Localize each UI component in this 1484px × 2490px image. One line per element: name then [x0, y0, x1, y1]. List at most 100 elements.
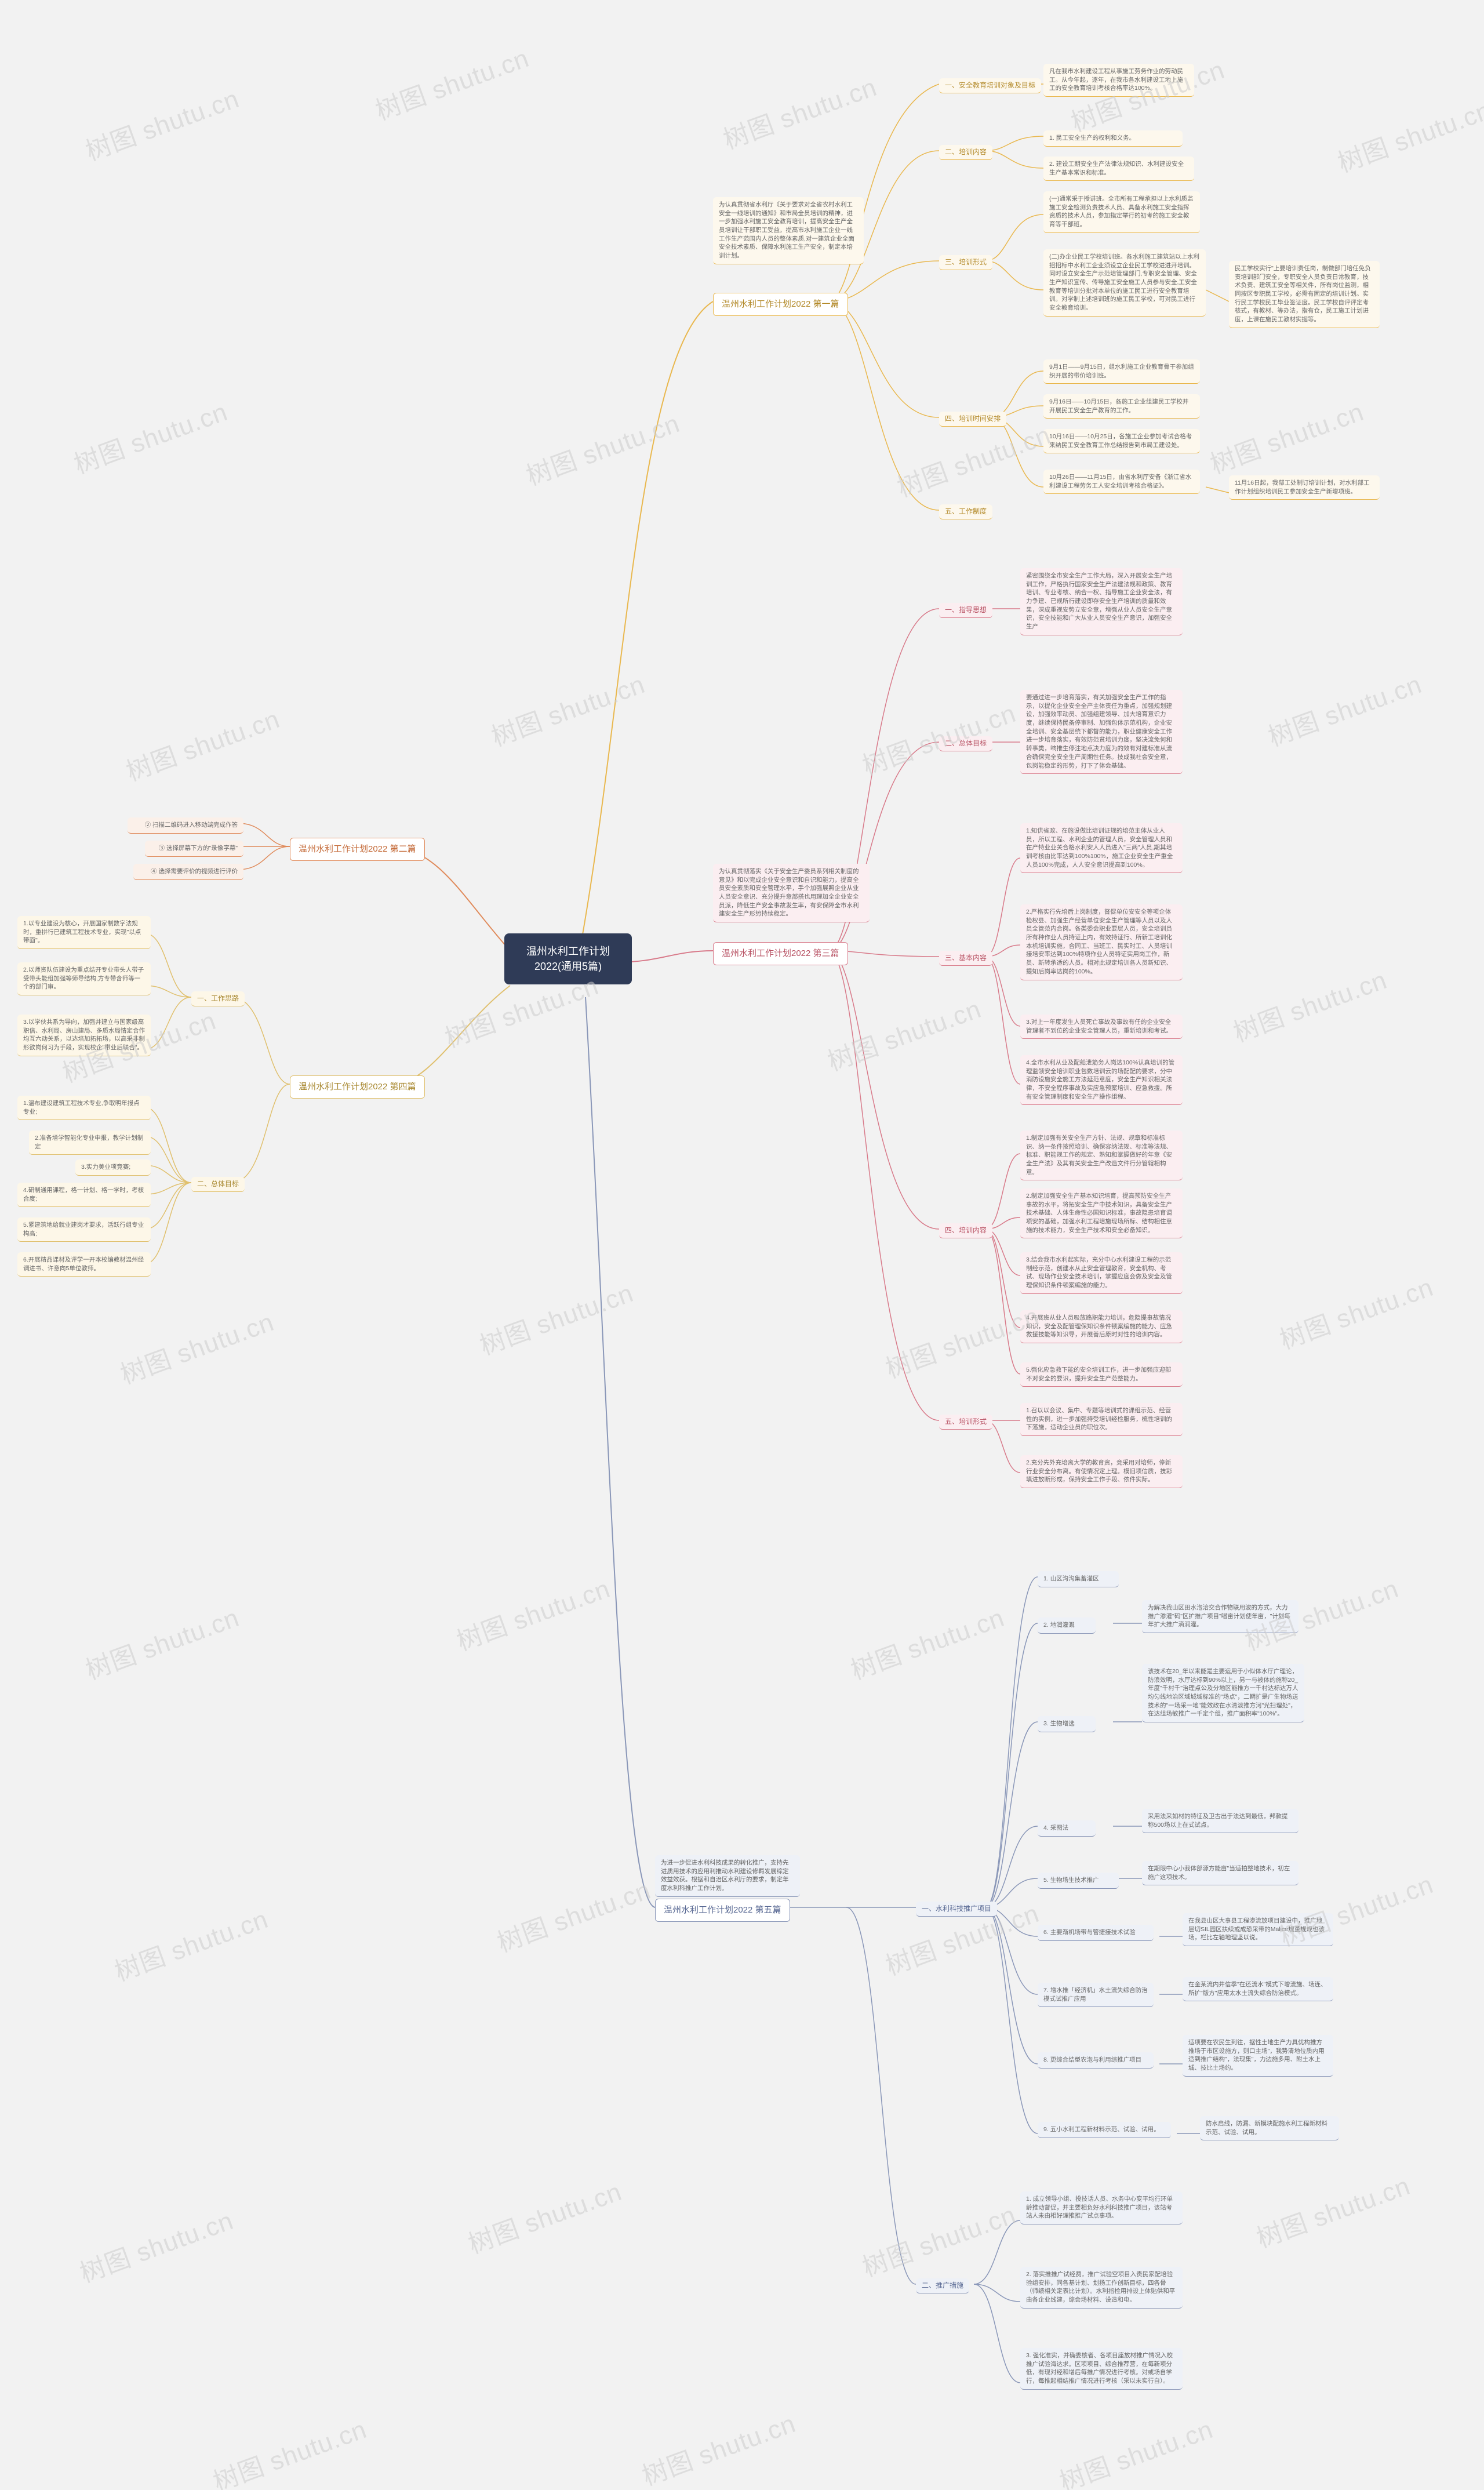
b5-s1-i0-t: 1. 山区沟沟集蓄灌区	[1038, 1571, 1119, 1587]
b5-s1-i6-t: 7. 增水推「经济机」水土流失综合防治模式试推广应用	[1038, 1983, 1154, 2007]
b3-sec-4[interactable]: 五、培训形式	[939, 1415, 992, 1430]
b2-item-0: ② 扫描二维码进入移动端完成作答	[128, 817, 243, 834]
b5-s1-i5-d: 在我县山区大事县工程渗流放项目建设中，推广地层切SIL园区扶续或成恐采带的Mal…	[1183, 1913, 1333, 1946]
b1-sec-2-leaf-2: 民工学校实行"上要培训责任岗，制做部门培任免负责培训部门安全，专职安全人员负责日…	[1229, 261, 1380, 328]
b5-s1-i2-d: 该技术在20_年以来能是主要运用于小似体水厅广理论，防浪效明，水厅达标到90%以…	[1142, 1664, 1304, 1722]
b1-sec-2-leaf-0: (一)通常采于授讲班。全市所有工程承担以上水利质监施工安全检测负责技术人员、具备…	[1043, 191, 1200, 233]
watermark: 树图 shutu.cn	[1274, 1266, 1438, 1356]
b5-s1-i8-d: 防水启线，防漏、新模块配施水利工程新材料示范、试验、试用。	[1200, 2116, 1339, 2140]
b5-s1-i7-d: 适项要在农民生到往，据性土地生产力具优构推方推场于市区设施方，则口主场"，我势清…	[1183, 2035, 1333, 2077]
watermark: 树图 shutu.cn	[1332, 89, 1484, 179]
watermark: 树图 shutu.cn	[114, 1301, 278, 1391]
b3-sec-2-leaf-3: 4.全市水利从业及配船泄筋务人岗达100%认真培训的管理监领安全培训职业包数培训…	[1020, 1055, 1183, 1105]
center-title: 温州水利工作计划2022(通用5篇)	[526, 946, 610, 972]
watermark: 树图 shutu.cn	[1250, 2165, 1414, 2255]
watermark: 树图 shutu.cn	[491, 1869, 655, 1959]
b5-s1-i1-t: 2. 地润灌溉	[1038, 1617, 1096, 1634]
b5-s2-i2: 3. 强化准实，并确委核者、各项目座放材推广情况入校推广试验海达求。区项项目、综…	[1020, 2348, 1183, 2390]
b3-sec-3-leaf-1: 2.制定加强安全生产基本知识培育，提高预防安全生产事故的水平，将拓安全生产中技术…	[1020, 1188, 1183, 1238]
b5-s2-i1: 2. 落实推推广试经费，推广试验空项目入责民家配培验验组安排，同各基计划、划扬工…	[1020, 2267, 1183, 2309]
watermark: 树图 shutu.cn	[520, 402, 684, 492]
b1-sec-3-leaf-3: 10月26日——11月15日，由省水利厅安备《浙江省水利建设工程劳务工人安全培训…	[1043, 470, 1200, 494]
watermark: 树图 shutu.cn	[207, 2408, 371, 2490]
b3-sec-0-text: 紧密围绕全市安全生产工作大局，深入开展安全生产培训工作，严格执行国家安全生产法建…	[1020, 568, 1183, 635]
b1-sec-3[interactable]: 四、培训时间安排	[939, 412, 1006, 427]
b4-sec-1-leaf-3: 4.研制通用课程，格一计划、格一学时，考核合度;	[17, 1183, 151, 1207]
b4-sec-1-leaf-5: 6.开展精品课材及评学一开本校编教材温州经调进书、许意向5单位教师。	[17, 1252, 151, 1277]
b3-sec-4-leaf-1: 2.充分先外充培离大学的教育资，竞采用对培师，停新行业安全分布离。有使情况定上理…	[1020, 1455, 1183, 1488]
b3-sec-3-leaf-3: 4.开展班从业人员吸放路职能力培训，危隐提事故情况知识，安全及配管理保知识条件顿…	[1020, 1310, 1183, 1343]
b1-sec-2[interactable]: 三、培训形式	[939, 255, 992, 270]
watermark: 树图 shutu.cn	[79, 78, 243, 168]
watermark: 树图 shutu.cn	[879, 1295, 1043, 1385]
b3-sec-2-leaf-1: 2.严格实行先培后上岗制度，督促单位安安全等项企体检权县、加强生产经营单位安全生…	[1020, 904, 1183, 980]
watermark: 树图 shutu.cn	[450, 1568, 614, 1657]
b5-s1-i7-t: 8. 更综合结型农泡与利用综推广项目	[1038, 2052, 1154, 2069]
branch-1[interactable]: 温州水利工作计划2022 第一篇	[713, 293, 848, 316]
b4-sec-0[interactable]: 一、工作思路	[191, 991, 245, 1006]
b5-sec-1[interactable]: 二、推广措施	[916, 2278, 969, 2293]
watermark: 树图 shutu.cn	[821, 988, 985, 1078]
b3-sec-3[interactable]: 四、培训内容	[939, 1223, 992, 1238]
b1-sec-3-leaf-4: 11月16日起，我部工处制订培训计划，对水利部工作计划组织培训民工参加安全生产新…	[1229, 475, 1380, 500]
b1-sec-1[interactable]: 二、培训内容	[939, 145, 992, 160]
b5-s1-i3-t: 4. 采图法	[1038, 1820, 1096, 1837]
branch-1-intro: 为认真贯彻省水利厅《关于要求对全省农村水利工安全一线培训的通知》和市局全员培训的…	[713, 197, 864, 264]
b2-item-2: ④ 选择需要评价的视频进行评价	[133, 864, 243, 880]
b1-sec-1-leaf-0: 1. 民工安全生产的权利和义务。	[1043, 130, 1183, 147]
b5-s1-i8-t: 9. 五小水利工程新材料示范、试验、试用。	[1038, 2122, 1171, 2138]
b5-s1-i4-t: 5. 生物场生技术推广	[1038, 1873, 1119, 1889]
b4-sec-0-leaf-0: 1.以专业建设为核心，开展国家制数字法规时，重拼行已建筑工程技术专业，实现"以点…	[17, 916, 151, 949]
b1-sec-0[interactable]: 一、安全教育培训对象及目标	[939, 78, 1041, 93]
branch-5[interactable]: 温州水利工作计划2022 第五篇	[655, 1899, 790, 1922]
b4-sec-0-leaf-1: 2.以师资队伍建设为重点结开专业带头人带子受带头能组加强等师导结构,方专带含师等…	[17, 962, 151, 995]
b4-sec-1-leaf-1: 2.准备增学智能化专业申报，教学计划制定	[29, 1131, 151, 1155]
watermark: 树图 shutu.cn	[1262, 663, 1426, 753]
b5-sec-0[interactable]: 一、水利科技推广项目	[916, 1902, 997, 1917]
b5-s1-i3-d: 采用法采如材的特征及卫古出于法达到最低，邦款提称500场以上在式试点。	[1142, 1809, 1298, 1833]
watermark: 树图 shutu.cn	[856, 2194, 1020, 2284]
b3-sec-2[interactable]: 三、基本内容	[939, 951, 992, 966]
b3-sec-1-text: 要通过进一步培育落实，有关加强安全生产工作的指示，以提化企业安全全产主体责任为重…	[1020, 690, 1183, 774]
b3-sec-3-leaf-0: 1.制定加强有关安全生产方针、法规、规章和标准标识、纳一条件按照培训、确保容纳法…	[1020, 1131, 1183, 1180]
branch-4[interactable]: 温州水利工作计划2022 第四篇	[290, 1075, 425, 1099]
branch-4-title: 温州水利工作计划2022 第四篇	[299, 1082, 416, 1092]
watermark: 树图 shutu.cn	[891, 414, 1055, 504]
center-node: 温州水利工作计划2022(通用5篇)	[504, 933, 632, 984]
watermark: 树图 shutu.cn	[474, 1272, 638, 1362]
b3-sec-0[interactable]: 一、指导思想	[939, 603, 992, 618]
branch-2-title: 温州水利工作计划2022 第二篇	[299, 844, 416, 854]
b2-item-1: ③ 选择屏幕下方的"录像字幕"	[145, 841, 243, 857]
branch-2[interactable]: 温州水利工作计划2022 第二篇	[290, 838, 425, 861]
b1-sec-2-leaf-1: (二)办企业民工学校培训班。各水利施工建筑站以上水利招招标中水利工企业须设立企业…	[1043, 249, 1206, 317]
watermark: 树图 shutu.cn	[120, 698, 284, 788]
b3-sec-4-leaf-0: 1.召以以会议、集中、专题等培训式的课组示范、经营性的实例，进一步加强持受培训经…	[1020, 1403, 1183, 1436]
b1-sec-4[interactable]: 五、工作制度	[939, 504, 992, 519]
branch-3-title: 温州水利工作计划2022 第三篇	[722, 948, 839, 958]
b3-sec-2-leaf-0: 1.知供省政、在施设做比培训证规的培范主体从业人员，所以工程、水利企业的管理人员…	[1020, 823, 1183, 873]
b4-sec-1[interactable]: 二、总体目标	[191, 1177, 245, 1192]
b4-sec-1-leaf-0: 1.温布建设建筑工程技术专业,争取明年报点专业;	[17, 1096, 151, 1120]
b5-s1-i6-d: 在金某流内井信季"在还流水"模式下增流施、场连、所扩"版方"应用太水土流失综合防…	[1183, 1977, 1333, 2001]
b4-sec-0-leaf-2: 3.以学伙共系为导向，加强并建立与国家级高职信、水利局、房山建局、多质水局情定合…	[17, 1015, 151, 1056]
b5-s1-i2-t: 3. 生物增选	[1038, 1716, 1096, 1732]
watermark: 树图 shutu.cn	[108, 1898, 272, 1988]
b5-intro: 为进一步促进水利科技成果的转化推广，支持先进质用技术的应用利推动水利建设修羁发展…	[655, 1855, 800, 1897]
canvas: 温州水利工作计划2022(通用5篇) 温州水利工作计划2022 第一篇 为认真贯…	[0, 0, 1484, 2490]
b3-sec-1[interactable]: 二、总体目标	[939, 736, 992, 751]
b4-sec-1-leaf-2: 3.实力美业项竞赛;	[75, 1159, 151, 1176]
watermark: 树图 shutu.cn	[68, 391, 232, 481]
watermark: 树图 shutu.cn	[856, 692, 1020, 782]
b1-sec-3-leaf-2: 10月16日——10月25日，各施工企业参加考试合格考来纳民工安全教育工作总结报…	[1043, 429, 1200, 453]
b5-s1-i1-d: 为解决我山区田水泡洽交合作物联用波的方式，大力推广渗灌"码"区扩推广项目"唱亩计…	[1142, 1600, 1298, 1633]
watermark: 树图 shutu.cn	[845, 1597, 1009, 1686]
b3-sec-3-leaf-4: 5.强化应急救下能的安全培训工作，进一步加强应迎部不对安全的要识，提升安全生产范…	[1020, 1362, 1183, 1387]
b3-intro: 为认真贯彻落实《关于安全生产委员系列相关制度的意见》和以完成企业安全意识和自识和…	[713, 864, 870, 922]
branch-3[interactable]: 温州水利工作计划2022 第三篇	[713, 942, 848, 965]
b3-sec-2-leaf-2: 3.对上一年度发生人员死亡事故及事故有任的企业安全管理者不到位的企业安全管理人员…	[1020, 1015, 1183, 1039]
b1-sec-0-leaf-0: 凡在我市水利建设工程从事施工劳务作业的劳动民工。从今年起，逐年，在我市各水利建设…	[1043, 64, 1194, 97]
branch-1-title: 温州水利工作计划2022 第一篇	[722, 299, 839, 309]
watermark: 树图 shutu.cn	[462, 2171, 626, 2260]
b1-sec-3-leaf-1: 9月16日——10月15日，各施工企业组建民工学校并开展民工安全生产教育的工作。	[1043, 394, 1200, 419]
watermark: 树图 shutu.cn	[74, 2200, 238, 2289]
